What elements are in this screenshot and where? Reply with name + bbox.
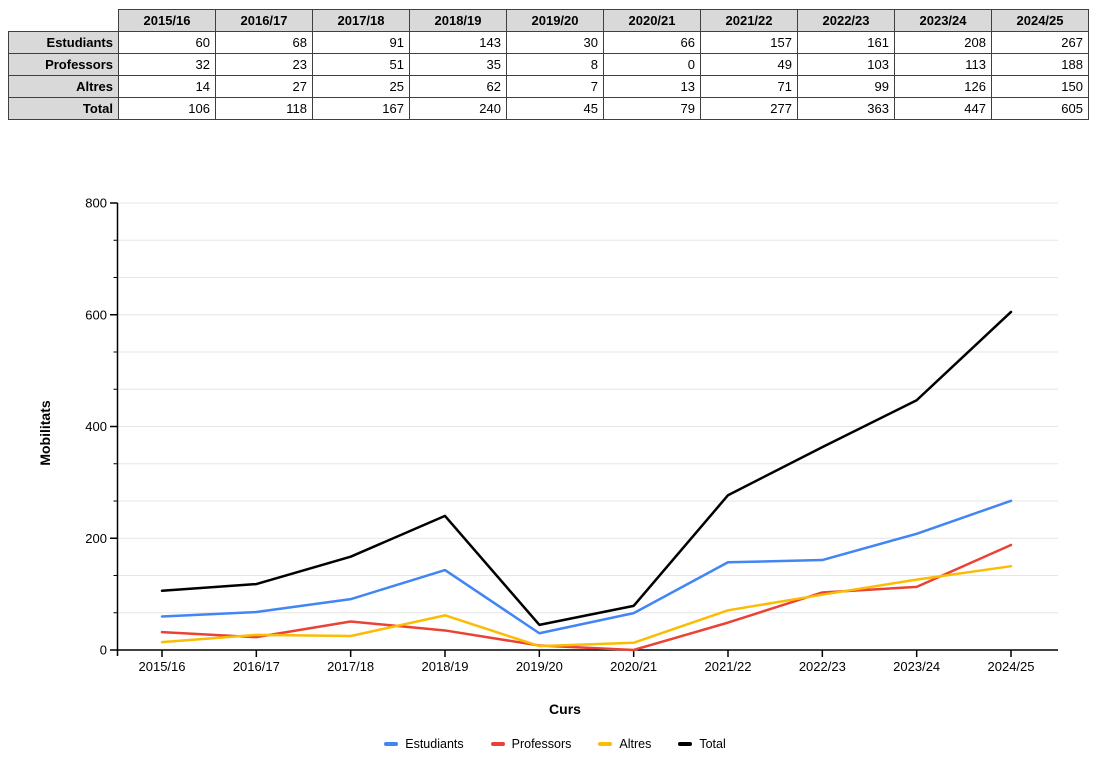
table-value-cell: 113	[894, 53, 992, 76]
x-tick-label: 2015/16	[139, 659, 186, 674]
table-value-cell: 267	[991, 31, 1089, 54]
table-value-cell: 118	[215, 97, 313, 120]
table-value-cell: 208	[894, 31, 992, 54]
legend-item-professors: Professors	[490, 737, 572, 751]
table-value-cell: 363	[797, 97, 895, 120]
legend-item-total: Total	[678, 737, 726, 751]
mobility-data-table-container: 2015/16 2016/17 2017/18 2018/19 2019/20 2020/…	[8, 9, 1089, 120]
table-value-cell: 30	[506, 31, 604, 54]
table-value-cell: 13	[603, 75, 701, 98]
table-value-cell: 60	[118, 31, 216, 54]
table-value-cell: 188	[991, 53, 1089, 76]
table-value-cell: 51	[312, 53, 410, 76]
table-value-cell: 91	[312, 31, 410, 54]
table-value-cell: 161	[797, 31, 895, 54]
legend-marker-icon	[598, 742, 613, 746]
y-axis-title: Mobilitats	[37, 400, 53, 466]
table-value-cell: 71	[700, 75, 798, 98]
x-tick-label: 2018/19	[422, 659, 469, 674]
table-row-label: Estudiants	[8, 31, 119, 54]
x-tick-label: 2020/21	[610, 659, 657, 674]
table-value-cell: 32	[118, 53, 216, 76]
x-tick-label: 2017/18	[327, 659, 374, 674]
series-line-total	[160, 310, 1013, 627]
y-tick-label: 0	[100, 643, 107, 658]
legend-label: Altres	[619, 737, 652, 751]
table-value-cell: 99	[797, 75, 895, 98]
table-value-cell: 62	[409, 75, 507, 98]
table-value-cell: 277	[700, 97, 798, 120]
table-value-cell: 240	[409, 97, 507, 120]
table-value-cell: 45	[506, 97, 604, 120]
y-tick-label: 400	[85, 419, 107, 434]
table-value-cell: 150	[991, 75, 1089, 98]
table-value-cell: 447	[894, 97, 992, 120]
series-line-estudiants	[160, 499, 1013, 635]
x-tick-label: 2021/22	[705, 659, 752, 674]
table-row: Estudiants 60 68 91 143 30 66 157 161 208 267	[8, 31, 1089, 54]
y-tick-label: 800	[85, 196, 107, 211]
legend-marker-icon	[678, 742, 693, 746]
table-row-label: Professors	[8, 53, 119, 76]
table-value-cell: 7	[506, 75, 604, 98]
table-value-cell: 167	[312, 97, 410, 120]
line-chart: 0 200 400 600 800 2015/16 2016/17 2017/18 2018/1…	[85, 196, 1058, 674]
table-body: Estudiants 60 68 91 143 30 66 157 161 208 267 Profe…	[8, 31, 1089, 120]
table-year-header: 2015/16	[118, 9, 216, 32]
legend-label: Total	[699, 737, 726, 751]
y-tick-label: 200	[85, 531, 107, 546]
table-header-row: 2015/16 2016/17 2017/18 2018/19 2019/20 2020/…	[9, 9, 1089, 32]
table-value-cell: 106	[118, 97, 216, 120]
table-value-cell: 27	[215, 75, 313, 98]
table-value-cell: 49	[700, 53, 798, 76]
table-value-cell: 143	[409, 31, 507, 54]
table-value-cell: 68	[215, 31, 313, 54]
table-row: Total 106 118 167 240 45 79 277 363 447 605	[8, 97, 1089, 120]
table-row: Professors 32 23 51 35 8 0 49 103 113 188	[8, 53, 1089, 76]
table-year-header: 2021/22	[700, 9, 798, 32]
table-value-cell: 25	[312, 75, 410, 98]
x-tick-label: 2024/25	[988, 659, 1035, 674]
table-value-cell: 35	[409, 53, 507, 76]
legend-item-altres: Altres	[598, 737, 651, 751]
series-line-professors	[160, 543, 1013, 652]
table-value-cell: 126	[894, 75, 992, 98]
table-value-cell: 103	[797, 53, 895, 76]
table-year-header: 2022/23	[797, 9, 895, 32]
table-year-header: 2024/25	[991, 9, 1089, 32]
table-corner-cell	[9, 10, 119, 32]
table-year-header: 2017/18	[312, 9, 410, 32]
table-year-header: 2020/21	[603, 9, 701, 32]
table-value-cell: 66	[603, 31, 701, 54]
legend-marker-icon	[490, 742, 505, 746]
table-value-cell: 605	[991, 97, 1089, 120]
table-year-header: 2023/24	[894, 9, 992, 32]
x-tick-label: 2019/20	[516, 659, 563, 674]
series-line-altres	[160, 564, 1013, 648]
table-head: 2015/16 2016/17 2017/18 2018/19 2019/20 2020/…	[9, 9, 1089, 32]
table-value-cell: 8	[506, 53, 604, 76]
chart-legend: Estudiants Professors Altres Total	[0, 737, 1110, 751]
table-row-label: Total	[8, 97, 119, 120]
table-value-cell: 23	[215, 53, 313, 76]
x-tick-label: 2023/24	[893, 659, 940, 674]
legend-marker-icon	[384, 742, 399, 746]
legend-item-estudiants: Estudiants	[384, 737, 464, 751]
legend-label: Estudiants	[405, 737, 464, 751]
table-year-header: 2019/20	[506, 9, 604, 32]
x-tick-label: 2016/17	[233, 659, 280, 674]
table-value-cell: 79	[603, 97, 701, 120]
y-tick-label: 600	[85, 307, 107, 322]
table-year-header: 2016/17	[215, 9, 313, 32]
data-table: 2015/16 2016/17 2017/18 2018/19 2019/20 2020/…	[8, 9, 1089, 120]
legend-label: Professors	[511, 737, 572, 751]
table-row: Altres 14 27 25 62 7 13 71 99 126 150	[8, 75, 1089, 98]
table-value-cell: 157	[700, 31, 798, 54]
table-value-cell: 14	[118, 75, 216, 98]
table-value-cell: 0	[603, 53, 701, 76]
table-year-header: 2018/19	[409, 9, 507, 32]
x-tick-label: 2022/23	[799, 659, 846, 674]
x-axis-title: Curs	[549, 701, 581, 717]
table-row-label: Altres	[8, 75, 119, 98]
